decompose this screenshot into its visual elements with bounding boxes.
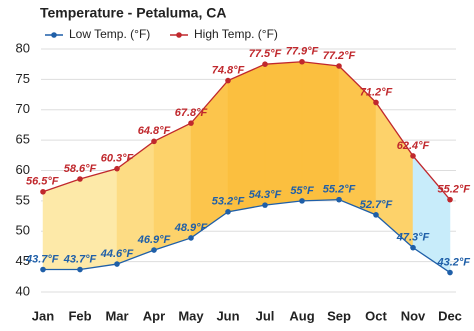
x-tick-label: Oct: [365, 308, 387, 323]
point: [77, 266, 83, 273]
point: [151, 138, 157, 145]
x-tick-label: May: [178, 308, 204, 323]
x-tick-label: Dec: [438, 308, 462, 323]
x-tick-label: Nov: [401, 308, 426, 323]
legend-label: High Temp. (°F): [194, 27, 278, 41]
value-label: 53.2°F: [212, 196, 245, 208]
y-tick-label: 75: [16, 71, 30, 86]
x-tick-label: Jun: [216, 308, 239, 323]
point: [262, 202, 268, 208]
y-tick-label: 70: [16, 101, 30, 116]
legend-marker: [51, 32, 57, 38]
value-label: 74.8°F: [212, 64, 245, 76]
y-tick-label: 40: [16, 283, 30, 298]
point: [225, 77, 231, 84]
point: [373, 212, 379, 218]
value-label: 77.5°F: [249, 48, 282, 60]
legend-label: Low Temp. (°F): [69, 27, 150, 41]
point: [188, 120, 194, 126]
value-label: 55.2°F: [437, 184, 470, 196]
range-fill: [412, 155, 451, 274]
point: [373, 99, 379, 106]
x-tick-label: Mar: [105, 308, 128, 323]
value-label: 47.3°F: [396, 232, 430, 244]
value-label: 58.6°F: [64, 163, 97, 175]
point: [336, 63, 342, 69]
point: [77, 176, 83, 182]
x-tick-label: Feb: [68, 308, 91, 323]
x-tick-label: Jul: [256, 308, 275, 323]
point: [299, 58, 305, 65]
y-tick-label: 65: [16, 132, 30, 147]
value-label: 46.9°F: [137, 234, 171, 246]
point: [410, 244, 416, 251]
y-tick-label: 55: [16, 192, 30, 207]
x-tick-label: Aug: [289, 308, 314, 323]
chart-title: Temperature - Petaluma, CA: [40, 5, 226, 21]
value-label: 60.3°F: [101, 153, 134, 165]
point: [188, 235, 194, 241]
value-label: 77.9°F: [286, 46, 319, 58]
y-tick-label: 80: [16, 40, 30, 55]
point: [40, 266, 46, 273]
value-label: 52.7°F: [360, 199, 393, 211]
value-label: 43.2°F: [436, 256, 470, 268]
value-label: 64.8°F: [138, 125, 171, 137]
x-tick-label: Jan: [32, 308, 54, 323]
y-tick-label: 45: [16, 253, 30, 268]
value-label: 62.4°F: [397, 140, 430, 152]
point: [299, 198, 305, 204]
point: [262, 61, 268, 67]
range-fill: [375, 101, 414, 249]
value-label: 67.8°F: [175, 107, 208, 119]
point: [447, 196, 453, 203]
value-label: 54.3°F: [249, 189, 282, 201]
point: [40, 188, 46, 195]
point: [151, 247, 157, 253]
point: [336, 196, 342, 203]
range-fill: [301, 61, 340, 202]
value-label: 56.5°F: [26, 176, 59, 188]
x-tick-label: Apr: [143, 308, 165, 323]
range-fill: [264, 61, 303, 206]
value-label: 43.7°F: [25, 253, 59, 265]
point: [225, 209, 231, 215]
value-label: 55°F: [290, 185, 314, 197]
series-line: [43, 199, 451, 274]
x-tick-label: Sep: [327, 308, 351, 323]
point: [447, 269, 453, 276]
value-label: 55.2°F: [323, 184, 356, 196]
value-label: 44.6°F: [100, 248, 134, 260]
point: [410, 153, 416, 159]
legend-marker: [176, 32, 182, 38]
value-label: 71.2°F: [360, 86, 393, 98]
point: [114, 261, 120, 267]
series-line: [42, 61, 451, 201]
value-label: 48.9°F: [174, 222, 208, 234]
y-tick-label: 60: [16, 162, 30, 177]
value-label: 77.2°F: [323, 50, 356, 62]
range-fill: [190, 79, 229, 239]
y-tick-label: 50: [16, 223, 30, 238]
point: [114, 165, 120, 172]
value-label: 43.7°F: [63, 253, 97, 265]
